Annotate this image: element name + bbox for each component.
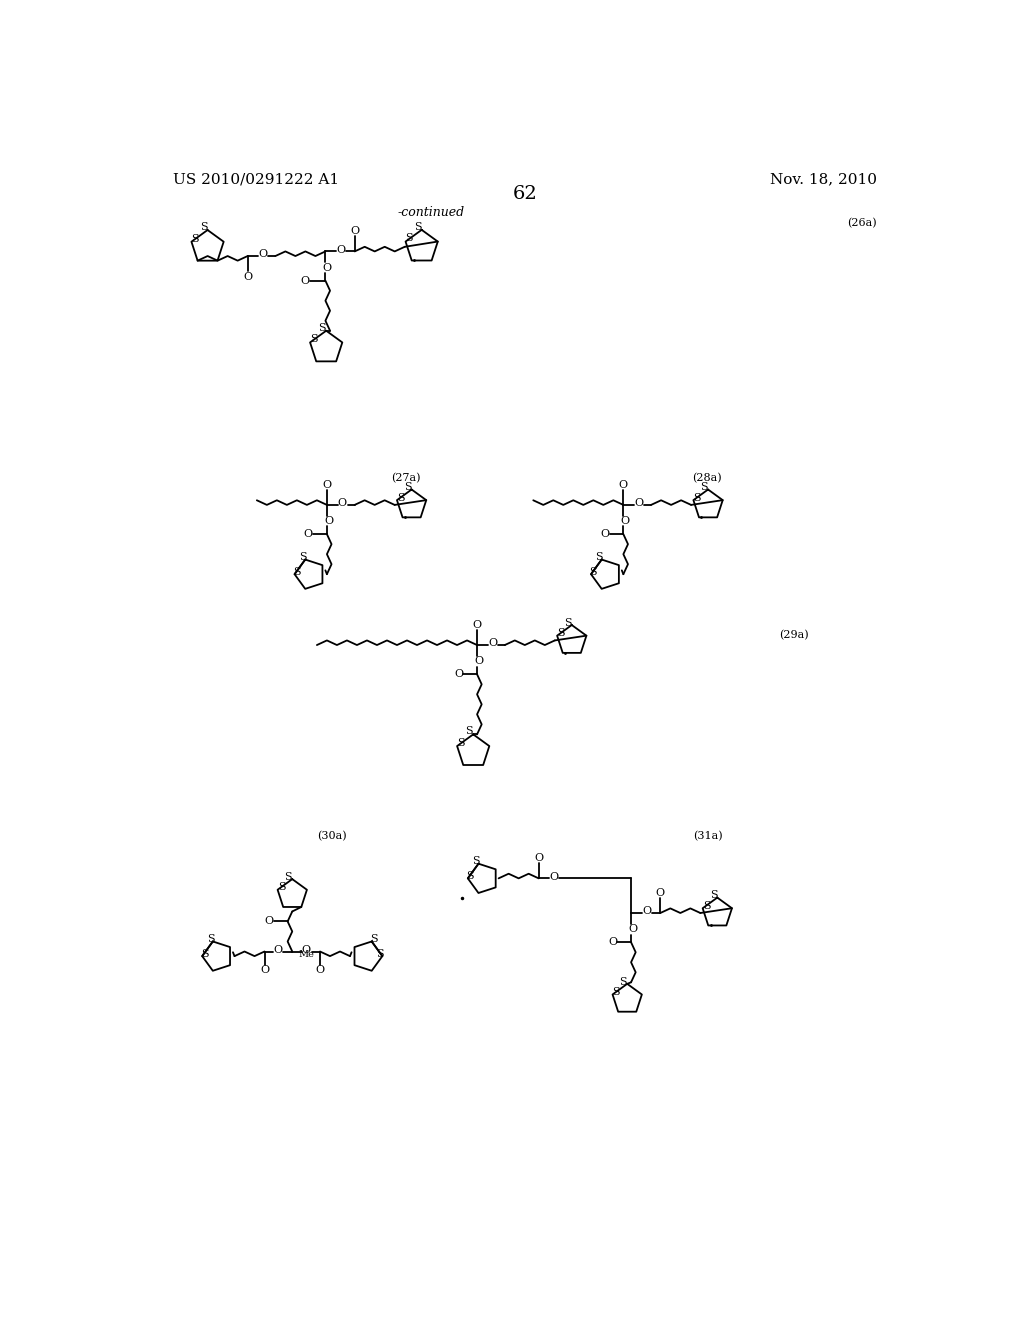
Text: S: S (201, 949, 208, 958)
Text: S: S (397, 492, 404, 503)
Text: S: S (371, 935, 378, 944)
Text: S: S (376, 949, 384, 958)
Text: O: O (323, 480, 332, 490)
Text: S: S (612, 987, 621, 997)
Text: S: S (466, 871, 474, 880)
Text: (27a): (27a) (391, 473, 421, 483)
Text: S: S (207, 935, 214, 944)
Text: S: S (318, 322, 327, 333)
Text: S: S (590, 566, 597, 577)
Text: O: O (550, 871, 559, 882)
Text: O: O (264, 916, 273, 925)
Text: O: O (323, 263, 332, 273)
Text: O: O (273, 945, 283, 954)
Text: (29a): (29a) (779, 630, 809, 640)
Text: O: O (350, 227, 359, 236)
Text: S: S (693, 492, 701, 503)
Text: (26a): (26a) (847, 218, 877, 228)
Text: O: O (608, 937, 617, 948)
Text: S: S (414, 222, 422, 232)
Text: S: S (191, 234, 199, 244)
Text: (30a): (30a) (317, 830, 347, 841)
Text: S: S (564, 618, 571, 628)
Text: O: O (243, 272, 252, 282)
Text: S: S (293, 566, 301, 577)
Text: O: O (338, 499, 347, 508)
Text: O: O (301, 945, 310, 954)
Text: O: O (472, 620, 481, 630)
Text: S: S (596, 552, 603, 562)
Text: S: S (406, 234, 414, 243)
Text: O: O (535, 853, 543, 863)
Text: O: O (621, 516, 630, 527)
Text: (31a): (31a) (693, 830, 723, 841)
Text: Me: Me (298, 950, 314, 960)
Text: O: O (600, 529, 609, 539)
Text: O: O (454, 669, 463, 680)
Text: O: O (634, 499, 643, 508)
Text: O: O (487, 639, 497, 648)
Text: O: O (474, 656, 483, 667)
Text: S: S (700, 482, 708, 492)
Text: (28a): (28a) (691, 473, 721, 483)
Text: 62: 62 (512, 185, 538, 203)
Text: O: O (655, 888, 665, 898)
Text: S: S (457, 738, 465, 748)
Text: S: S (200, 222, 208, 232)
Text: O: O (260, 965, 269, 975)
Text: O: O (258, 249, 267, 260)
Text: S: S (310, 334, 317, 345)
Text: US 2010/0291222 A1: US 2010/0291222 A1 (173, 173, 339, 186)
Text: O: O (628, 924, 637, 935)
Text: O: O (618, 480, 628, 490)
Text: Nov. 18, 2010: Nov. 18, 2010 (770, 173, 878, 186)
Text: S: S (710, 890, 717, 900)
Text: S: S (472, 857, 480, 866)
Text: O: O (301, 276, 310, 285)
Text: O: O (315, 965, 325, 975)
Text: S: S (466, 726, 473, 737)
Text: S: S (620, 977, 627, 986)
Text: O: O (304, 529, 313, 539)
Text: S: S (285, 871, 292, 882)
Text: O: O (336, 246, 345, 255)
Text: -continued: -continued (397, 206, 465, 219)
Text: S: S (299, 552, 307, 562)
Text: O: O (324, 516, 333, 527)
Text: S: S (278, 883, 286, 892)
Text: S: S (702, 902, 711, 911)
Text: S: S (557, 628, 565, 639)
Text: O: O (642, 907, 651, 916)
Text: S: S (403, 482, 412, 492)
